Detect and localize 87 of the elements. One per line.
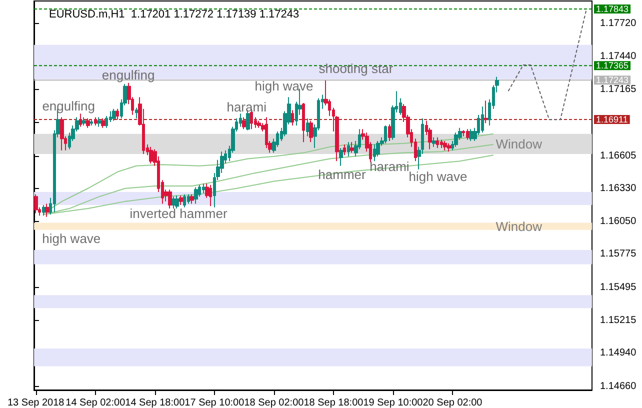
x-tick-label: 20 Sep 02:00 <box>422 398 483 408</box>
candlestick <box>306 118 309 137</box>
y-tick-label: 1.17440 <box>600 51 637 62</box>
annotation: engulfing <box>102 67 155 82</box>
candlestick <box>179 195 183 206</box>
band-label: Window <box>496 136 543 152</box>
y-tick-label: 1.16050 <box>600 216 637 228</box>
annotation: engulfing <box>42 98 95 114</box>
candlestick <box>90 119 93 126</box>
candlestick <box>112 108 116 122</box>
candlestick <box>257 120 261 128</box>
candlestick <box>135 107 138 119</box>
annotation: high wave <box>42 231 101 246</box>
candlestick <box>440 139 443 149</box>
candlestick <box>82 116 86 126</box>
candlestick <box>481 106 484 134</box>
text: EURUSD.m,H1 1.17201 1.17272 1.17139 1.17243 <box>49 8 300 20</box>
y-tick-label: 1.17720 <box>600 18 637 30</box>
x-tick-label: 13 Sep 2018 <box>8 398 65 408</box>
candlestick <box>183 194 186 208</box>
candlestick <box>194 186 198 204</box>
candlestick <box>443 140 447 151</box>
candlestick <box>105 116 108 128</box>
y-tick-label: 1.16605 <box>600 150 637 162</box>
candlestick <box>466 128 469 140</box>
x-tick-label: 14 Sep 18:00 <box>125 398 186 408</box>
x-tick-label: 18 Sep 02:00 <box>244 398 304 408</box>
candlestick <box>34 194 38 214</box>
x-tick-label: 18 Sep 18:00 <box>304 398 364 408</box>
candlestick <box>42 204 45 216</box>
ref-line-label: 1.17243 <box>596 75 629 86</box>
candlestick <box>60 116 64 151</box>
candlestick <box>447 142 451 152</box>
x-tick-label: 17 Sep 10:00 <box>184 398 245 408</box>
candlestick <box>242 116 246 130</box>
band-label: Window <box>496 218 543 234</box>
candlestick <box>350 142 354 154</box>
y-tick-label: 1.16330 <box>600 182 637 194</box>
candlestick <box>172 196 175 210</box>
y-tick-label: 1.14940 <box>600 348 637 359</box>
candlestick <box>190 194 194 204</box>
candlestick <box>239 113 242 128</box>
candlestick <box>347 142 350 157</box>
candlestick <box>309 120 313 143</box>
candlestick <box>116 108 119 120</box>
y-tick-label: 1.15775 <box>600 248 637 260</box>
candlestick <box>209 184 212 207</box>
y-tick-label: 1.14660 <box>600 380 637 392</box>
candlestick <box>45 203 49 218</box>
candlestick <box>373 144 376 162</box>
candlestick <box>469 128 473 142</box>
y-tick-label: 1.15215 <box>600 315 637 326</box>
candlestick <box>462 130 465 137</box>
line-series <box>508 8 587 120</box>
candlestick <box>436 136 439 149</box>
ref-line-label: 1.16911 <box>596 114 628 124</box>
candlestick <box>302 102 305 143</box>
candlestick <box>454 132 458 148</box>
annotation: high wave <box>408 168 468 184</box>
candlestick <box>202 183 205 194</box>
ref-line-label: 1.17365 <box>596 60 629 71</box>
candlestick <box>343 144 346 156</box>
annotation: high wave <box>254 78 314 94</box>
x-tick-label: 14 Sep 02:00 <box>66 398 126 408</box>
candlestick <box>101 118 105 128</box>
y-tick-label: 1.17165 <box>600 84 637 95</box>
candlestick <box>86 118 90 128</box>
candlestick <box>376 140 380 157</box>
y-tick-label: 1.15495 <box>600 282 637 293</box>
candlestick <box>79 113 82 128</box>
candlestick <box>168 189 172 210</box>
candlestick <box>388 124 391 142</box>
candlestick <box>175 195 179 210</box>
ref-line-label: 1.17843 <box>596 4 629 14</box>
annotation: harami <box>226 100 267 115</box>
x-tick-label: 19 Sep 10:00 <box>363 398 424 408</box>
candlestick <box>432 136 436 148</box>
candlestick <box>339 148 343 166</box>
candlestick <box>94 116 97 126</box>
candlestick <box>384 125 387 144</box>
candlestick <box>484 100 488 124</box>
candlestick <box>291 110 294 126</box>
candlestick <box>149 146 153 164</box>
candlestick <box>265 116 268 149</box>
candlestick <box>97 116 101 128</box>
candlestick <box>187 194 190 204</box>
annotation: inverted hammer <box>130 206 228 221</box>
